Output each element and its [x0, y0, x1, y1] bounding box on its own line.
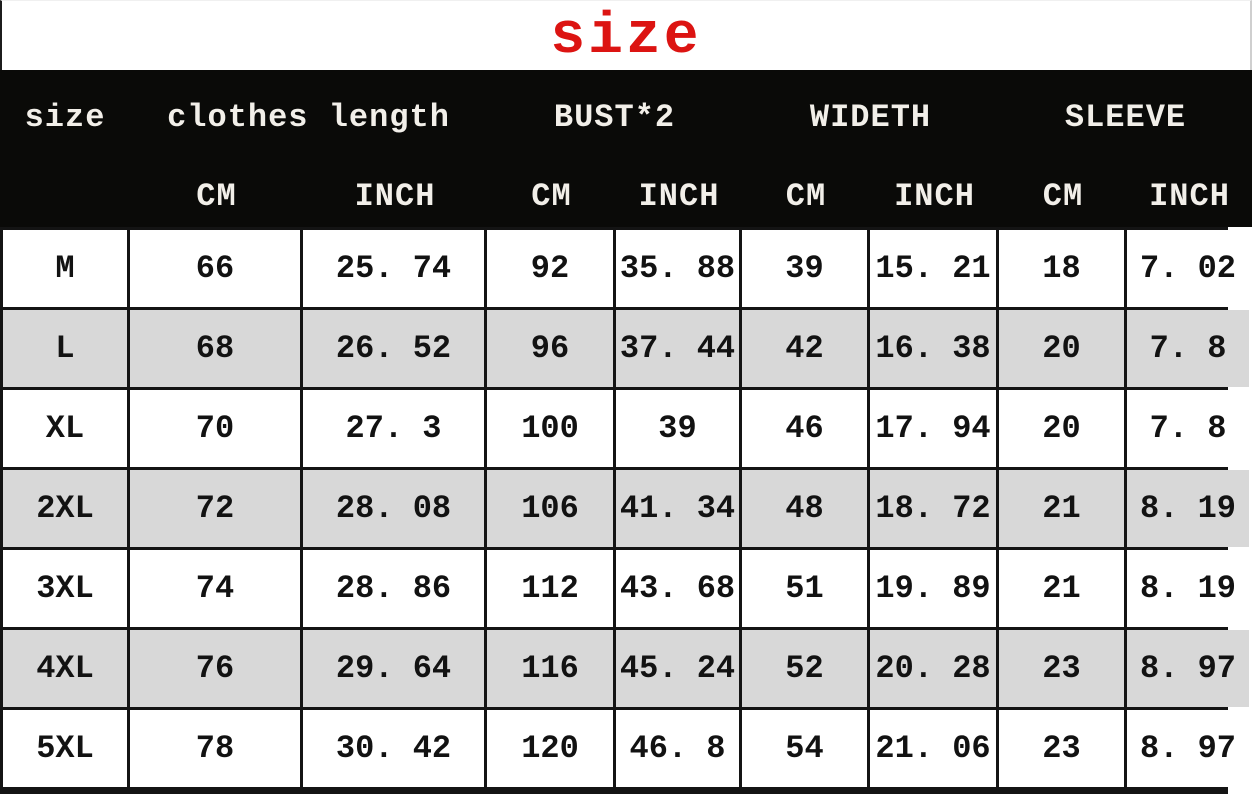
title-band: size [0, 0, 1252, 70]
table-cell: 100 [487, 390, 613, 467]
table-cell: 23 [999, 630, 1124, 707]
header-width: WIDETH [809, 99, 932, 136]
table-cell: 7. 8 [1127, 310, 1249, 387]
unit-header-cm: CM [196, 177, 237, 215]
table-cell: 43. 68 [616, 550, 739, 627]
table-cell: 106 [487, 470, 613, 547]
table-cell: 78 [130, 710, 300, 787]
table-cell: 18 [999, 230, 1124, 307]
unit-header-cm: CM [531, 177, 572, 215]
table-cell: 17. 94 [870, 390, 996, 467]
table-cell: 30. 42 [303, 710, 484, 787]
header-bust: BUST*2 [553, 99, 676, 136]
unit-header-cm: CM [1042, 177, 1084, 215]
table-cell: 20. 28 [870, 630, 996, 707]
table-cell: 54 [742, 710, 867, 787]
table-body: M 66 25. 74 92 35. 88 39 15. 21 18 7. 02… [0, 227, 1249, 794]
size-label: L [3, 310, 127, 387]
table-cell: 45. 24 [616, 630, 739, 707]
table-cell: 26. 52 [303, 310, 484, 387]
table-cell: 35. 88 [616, 230, 739, 307]
size-label: M [3, 230, 127, 307]
table-cell: 21 [999, 470, 1124, 547]
unit-header-inch: INCH [1149, 177, 1230, 215]
table-cell: 76 [130, 630, 300, 707]
table-cell: 21 [999, 550, 1124, 627]
table-cell: 39 [742, 230, 867, 307]
table-cell: 20 [999, 310, 1124, 387]
table-cell: 48 [742, 470, 867, 547]
table-cell: 21. 06 [870, 710, 996, 787]
table-cell: 23 [999, 710, 1124, 787]
table-cell: 37. 44 [616, 310, 739, 387]
table-cell: 46. 8 [616, 710, 739, 787]
table-cell: 41. 34 [616, 470, 739, 547]
size-label: XL [3, 390, 127, 467]
table-header: size clothes length BUST*2 WIDETH SLEEVE… [0, 70, 1252, 227]
table-cell: 18. 72 [870, 470, 996, 547]
size-label: 2XL [3, 470, 127, 547]
table-cell: 112 [487, 550, 613, 627]
unit-header-inch: INCH [638, 177, 720, 215]
table-cell: 8. 97 [1127, 630, 1249, 707]
table-cell: 46 [742, 390, 867, 467]
group-header-row: size clothes length BUST*2 WIDETH SLEEVE [0, 70, 1252, 165]
table-cell: 66 [130, 230, 300, 307]
table-cell: 8. 97 [1127, 710, 1249, 787]
table-cell: 15. 21 [870, 230, 996, 307]
table-cell: 28. 08 [303, 470, 484, 547]
table-cell: 68 [130, 310, 300, 387]
table-cell: 29. 64 [303, 630, 484, 707]
size-chart-title: size [550, 4, 702, 70]
unit-header-inch: INCH [894, 177, 975, 215]
size-label: 5XL [3, 710, 127, 787]
table-cell: 51 [742, 550, 867, 627]
table-cell: 19. 89 [870, 550, 996, 627]
header-clothes-length: clothes length [167, 99, 450, 136]
table-cell: 25. 74 [303, 230, 484, 307]
header-size: size [24, 99, 106, 136]
table-cell: 20 [999, 390, 1124, 467]
table-cell: 70 [130, 390, 300, 467]
size-label: 4XL [3, 630, 127, 707]
table-cell: 28. 86 [303, 550, 484, 627]
table-cell: 8. 19 [1127, 470, 1249, 547]
table-cell: 16. 38 [870, 310, 996, 387]
table-cell: 116 [487, 630, 613, 707]
table-cell: 52 [742, 630, 867, 707]
table-cell: 120 [487, 710, 613, 787]
table-cell: 7. 8 [1127, 390, 1249, 467]
table-cell: 39 [616, 390, 739, 467]
header-sleeve: SLEEVE [1064, 99, 1187, 136]
table-cell: 92 [487, 230, 613, 307]
size-label: 3XL [3, 550, 127, 627]
unit-header-row: CM INCH CM INCH CM INCH CM INCH [0, 165, 1252, 227]
table-cell: 27. 3 [303, 390, 484, 467]
table-cell: 96 [487, 310, 613, 387]
table-cell: 7. 02 [1127, 230, 1249, 307]
table-cell: 8. 19 [1127, 550, 1249, 627]
unit-header-cm: CM [785, 177, 827, 215]
table-cell: 74 [130, 550, 300, 627]
table-cell: 42 [742, 310, 867, 387]
unit-header-inch: INCH [354, 177, 436, 215]
table-cell: 72 [130, 470, 300, 547]
